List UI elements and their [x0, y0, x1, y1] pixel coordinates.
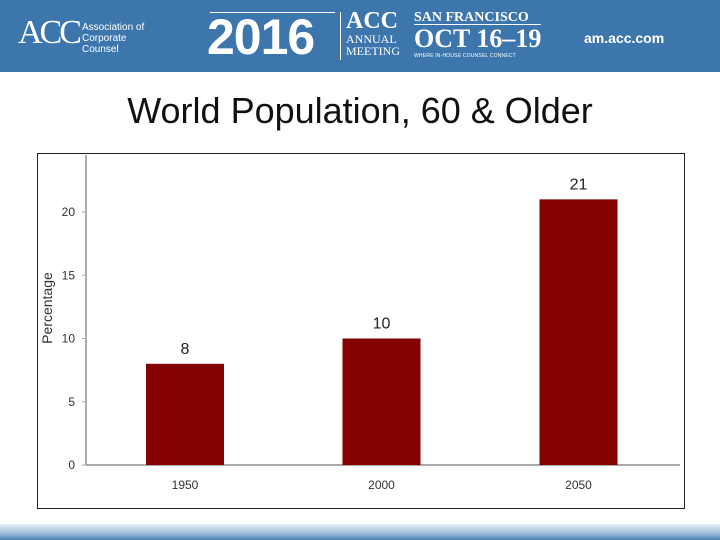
- bar-1950: [146, 363, 224, 465]
- event-url[interactable]: am.acc.com: [584, 30, 665, 46]
- x-tick-label: 2050: [565, 478, 592, 492]
- data-label: 10: [373, 316, 391, 333]
- y-tick-label: 15: [62, 268, 76, 282]
- divider: [340, 12, 341, 60]
- x-tick-label: 2000: [368, 478, 395, 492]
- x-tick-label: 1950: [172, 478, 199, 492]
- acc-logo: ACC: [18, 14, 82, 51]
- y-tick-label: 0: [68, 458, 75, 472]
- footer-bar: [0, 524, 720, 540]
- bar-2050: [539, 199, 618, 465]
- y-tick-label: 10: [62, 332, 76, 346]
- event-year: 2016: [207, 9, 315, 65]
- event-acc: ACC: [346, 8, 398, 34]
- slide-title: World Population, 60 & Older: [127, 90, 593, 131]
- chart-frame: [37, 153, 685, 509]
- divider: [210, 12, 335, 13]
- org-name: Association of Corporate Counsel: [82, 22, 145, 55]
- event-tagline: WHERE IN-HOUSE COUNSEL CONNECT: [414, 53, 516, 59]
- y-tick-label: 5: [68, 395, 75, 409]
- bar-2000: [342, 338, 421, 465]
- y-axis-label: Percentage: [39, 272, 55, 344]
- event-name: ANNUAL MEETING: [346, 32, 400, 58]
- event-city: SAN FRANCISCO: [414, 10, 529, 25]
- event-dates: OCT 16–19: [414, 24, 542, 53]
- header-banner: ACC Association of Corporate Counsel 201…: [0, 0, 720, 72]
- data-label: 21: [570, 176, 588, 193]
- y-tick-label: 20: [62, 205, 76, 219]
- data-label: 8: [181, 341, 190, 358]
